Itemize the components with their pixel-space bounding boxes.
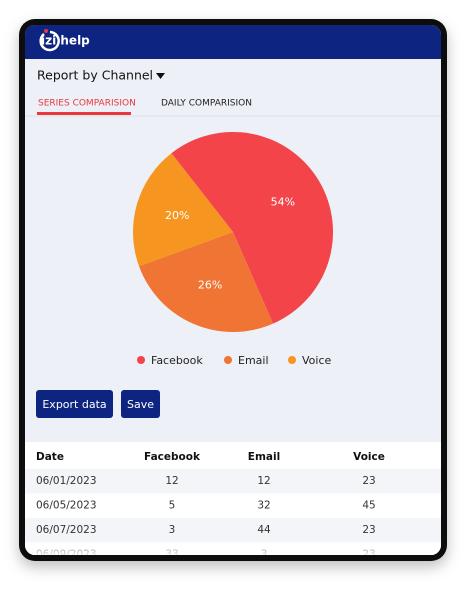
column-header: Date	[36, 451, 64, 463]
table-cell: 06/05/2023	[36, 500, 97, 512]
pie-slice	[171, 131, 334, 324]
save-button-label[interactable]: Save	[127, 398, 154, 411]
legend: Facebook Email Voice	[137, 354, 332, 367]
column-header: Facebook	[144, 451, 201, 463]
legend-label: Voice	[302, 354, 332, 367]
save-button[interactable]	[121, 390, 160, 418]
logo-dot	[44, 29, 48, 33]
table-cell: 12	[165, 475, 178, 487]
table-cell: 23	[362, 524, 375, 536]
table-cell: 23	[362, 475, 375, 487]
pie-slice	[132, 153, 233, 267]
tab[interactable]: DAILY COMPARISION	[161, 99, 252, 109]
export-button[interactable]	[36, 390, 113, 418]
logo: izi help	[41, 34, 90, 48]
export-button-label[interactable]: Export data	[42, 398, 106, 411]
logo-icon	[39, 30, 60, 52]
column-header: Email	[248, 451, 280, 463]
column-header: Voice	[353, 451, 385, 463]
row-stripe	[25, 469, 441, 494]
tab-underline	[37, 112, 131, 115]
report-title[interactable]: Report by Channel	[37, 68, 153, 83]
slice-label: 54%	[271, 195, 295, 208]
dropdown-arrow[interactable]	[156, 73, 165, 79]
row-stripe	[25, 518, 441, 543]
table-cell: 5	[169, 500, 176, 512]
legend-swatch	[288, 356, 296, 364]
table-cell: 06/01/2023	[36, 475, 97, 487]
header-bar	[25, 25, 441, 59]
pie-chart: 54% 26% 20%	[132, 131, 334, 332]
tab-active[interactable]: SERIES COMPARISION	[38, 99, 136, 109]
legend-swatch	[224, 356, 232, 364]
table-cell: 44	[257, 524, 271, 536]
legend-swatch	[137, 356, 145, 364]
table-cell: 32	[257, 500, 270, 512]
slice-label: 20%	[165, 209, 189, 222]
table-cell: 06/07/2023	[36, 524, 97, 536]
screen: izi help Report by Channel SERIES COMPAR…	[25, 25, 441, 555]
pie-slice	[139, 232, 274, 332]
table-cell: 3	[169, 524, 176, 536]
legend-label: Email	[238, 354, 269, 367]
slice-label: 26%	[198, 278, 222, 291]
legend-label: Facebook	[151, 354, 203, 367]
table-fade	[25, 542, 441, 555]
table: Date Facebook Email Voice 06/01/2023 12 12 23 06…	[25, 451, 441, 555]
table-cell: 12	[257, 475, 270, 487]
table-cell: 45	[362, 500, 375, 512]
